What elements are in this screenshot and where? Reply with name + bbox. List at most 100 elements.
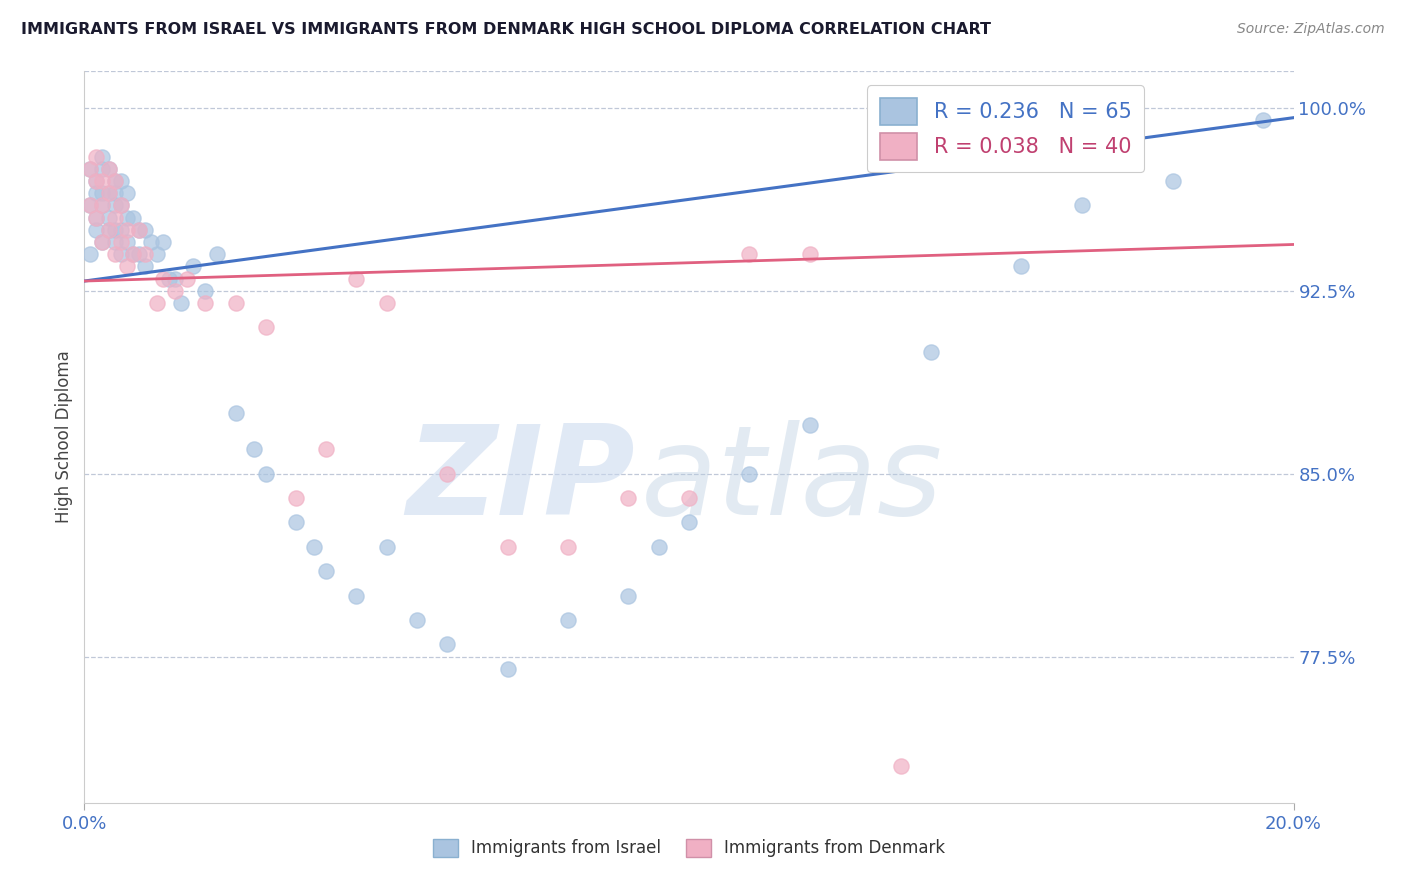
Text: Source: ZipAtlas.com: Source: ZipAtlas.com xyxy=(1237,22,1385,37)
Point xyxy=(799,247,821,261)
Point xyxy=(165,271,187,285)
Legend: Immigrants from Israel, Immigrants from Denmark: Immigrants from Israel, Immigrants from … xyxy=(426,832,952,864)
Point xyxy=(110,198,132,212)
Point xyxy=(110,235,132,249)
Point xyxy=(176,271,198,285)
Y-axis label: High School Diploma: High School Diploma xyxy=(55,351,73,524)
Point xyxy=(315,564,337,578)
Point xyxy=(104,223,127,237)
Point xyxy=(139,235,162,249)
Point xyxy=(285,516,308,530)
Point xyxy=(110,174,132,188)
Point xyxy=(79,198,101,212)
Point xyxy=(121,211,143,225)
Point xyxy=(496,662,519,676)
Point xyxy=(254,320,277,334)
Point xyxy=(86,150,108,164)
Point xyxy=(207,247,229,261)
Point xyxy=(890,759,912,773)
Point xyxy=(146,247,169,261)
Point xyxy=(557,540,579,554)
Point xyxy=(97,186,120,201)
Point xyxy=(315,442,337,457)
Point xyxy=(128,223,150,237)
Point xyxy=(110,198,132,212)
Point xyxy=(91,198,114,212)
Point xyxy=(375,296,398,310)
Point xyxy=(181,260,204,274)
Point xyxy=(1161,174,1184,188)
Point xyxy=(302,540,325,554)
Point xyxy=(152,271,174,285)
Point xyxy=(86,174,108,188)
Point xyxy=(134,260,156,274)
Point xyxy=(79,247,101,261)
Point xyxy=(194,284,217,298)
Point xyxy=(157,271,180,285)
Point xyxy=(1011,260,1033,274)
Point xyxy=(86,211,108,225)
Point xyxy=(97,161,120,176)
Point xyxy=(104,174,127,188)
Point xyxy=(152,235,174,249)
Point xyxy=(104,198,127,212)
Point xyxy=(115,186,138,201)
Point xyxy=(91,235,114,249)
Point xyxy=(285,491,308,505)
Text: atlas: atlas xyxy=(641,420,942,541)
Point xyxy=(86,223,108,237)
Point xyxy=(1071,198,1094,212)
Point xyxy=(648,540,671,554)
Point xyxy=(104,211,127,225)
Point xyxy=(97,161,120,176)
Point xyxy=(146,296,169,310)
Point xyxy=(165,284,187,298)
Point xyxy=(104,235,127,249)
Point xyxy=(406,613,429,627)
Point xyxy=(104,247,127,261)
Point xyxy=(254,467,277,481)
Point xyxy=(920,344,942,359)
Point xyxy=(1253,113,1275,128)
Point xyxy=(86,186,108,201)
Point xyxy=(128,223,150,237)
Point xyxy=(110,223,132,237)
Point xyxy=(194,296,217,310)
Point xyxy=(91,198,114,212)
Point xyxy=(678,516,700,530)
Point xyxy=(225,296,247,310)
Point xyxy=(104,174,127,188)
Point xyxy=(91,186,114,201)
Point xyxy=(86,174,108,188)
Point xyxy=(91,161,114,176)
Point xyxy=(557,613,579,627)
Point xyxy=(242,442,264,457)
Point xyxy=(97,186,120,201)
Text: ZIP: ZIP xyxy=(406,420,634,541)
Point xyxy=(115,260,138,274)
Point xyxy=(617,491,640,505)
Point xyxy=(436,637,458,651)
Point xyxy=(738,247,761,261)
Point xyxy=(86,211,108,225)
Point xyxy=(97,223,120,237)
Point xyxy=(121,247,143,261)
Point xyxy=(115,235,138,249)
Point xyxy=(375,540,398,554)
Text: IMMIGRANTS FROM ISRAEL VS IMMIGRANTS FROM DENMARK HIGH SCHOOL DIPLOMA CORRELATIO: IMMIGRANTS FROM ISRAEL VS IMMIGRANTS FRO… xyxy=(21,22,991,37)
Point xyxy=(134,223,156,237)
Point xyxy=(134,247,156,261)
Point xyxy=(436,467,458,481)
Point xyxy=(128,247,150,261)
Point xyxy=(121,247,143,261)
Point xyxy=(617,589,640,603)
Point xyxy=(115,211,138,225)
Point xyxy=(104,186,127,201)
Point xyxy=(91,235,114,249)
Point xyxy=(346,271,368,285)
Point xyxy=(496,540,519,554)
Point xyxy=(79,198,101,212)
Point xyxy=(346,589,368,603)
Point xyxy=(738,467,761,481)
Point xyxy=(79,161,101,176)
